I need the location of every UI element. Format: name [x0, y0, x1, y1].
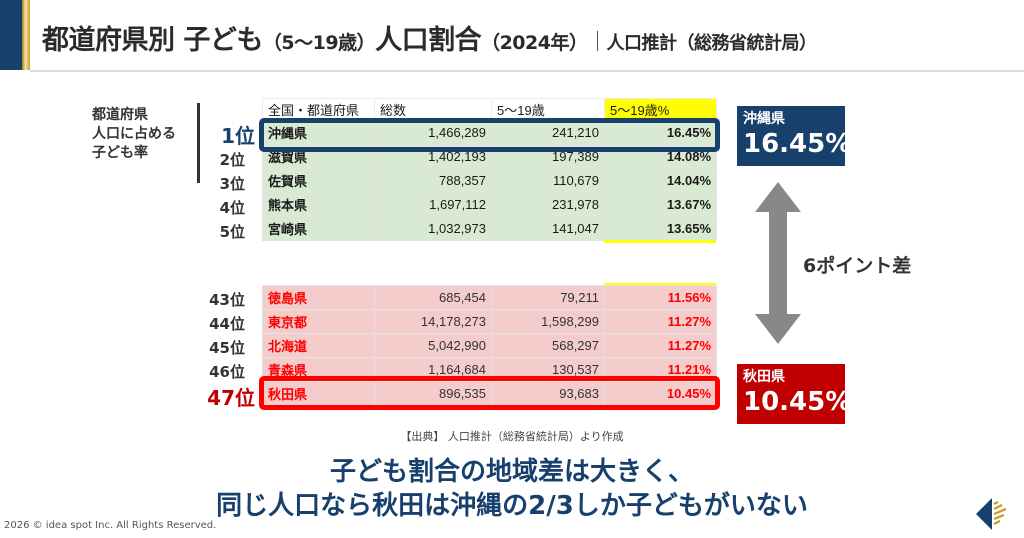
headline-line2: 同じ人口なら秋田は沖縄の2/3しか子どもがいない — [216, 491, 808, 521]
copyright: 2026 © idea spot Inc. All Rights Reserve… — [4, 520, 217, 531]
pref-cell: 北海道 — [262, 333, 375, 358]
youth-cell: 197,389 — [491, 144, 605, 169]
pct-cell: 11.27% — [604, 309, 717, 334]
pct-cell: 14.08% — [604, 144, 717, 169]
pref-cell: 宮崎県 — [262, 216, 375, 241]
source-note: 【出典】 人口推計（総務省統計局）より作成 — [400, 430, 624, 443]
bottom-stat-name: 秋田県 — [743, 369, 785, 385]
pref-cell: 熊本県 — [262, 192, 375, 217]
header-accent-gold — [22, 0, 30, 70]
top-stat-box: 沖縄県 16.45% — [737, 106, 852, 166]
table-row: 滋賀県 1,402,193 197,389 14.08% — [262, 144, 717, 169]
header-divider — [30, 70, 1024, 72]
total-cell: 788,357 — [374, 168, 492, 193]
table-row: 熊本県 1,697,112 231,978 13.67% — [262, 192, 717, 217]
pref-cell: 沖縄県 — [262, 120, 375, 145]
pref-cell: 佐賀県 — [262, 168, 375, 193]
column-header: 5～19歳 — [491, 98, 605, 121]
youth-cell: 79,211 — [491, 285, 605, 310]
rank-label: 3位 — [219, 175, 245, 193]
pct-cell: 10.45% — [604, 381, 717, 406]
youth-cell: 568,297 — [491, 333, 605, 358]
rank-label: 44位 — [209, 315, 245, 333]
youth-cell: 110,679 — [491, 168, 605, 193]
bottom-stat-box: 秋田県 10.45% — [737, 364, 852, 424]
difference-label: 6ポイント差 — [803, 255, 912, 277]
pct-cell: 11.27% — [604, 333, 717, 358]
youth-cell: 93,683 — [491, 381, 605, 406]
pref-cell: 東京都 — [262, 309, 375, 334]
headline-line1: 子ども割合の地域差は大きく、 — [329, 457, 694, 487]
label-divider — [197, 103, 200, 183]
table-row: 宮崎県 1,032,973 141,047 13.65% — [262, 216, 717, 241]
top-ranking-table: 全国・都道府県 総数 5～19歳 5～19歳% 沖縄県 1,466,289 24… — [262, 98, 717, 241]
table-header-row: 全国・都道府県 総数 5～19歳 5～19歳% — [262, 98, 717, 121]
youth-cell: 231,978 — [491, 192, 605, 217]
total-cell: 1,466,289 — [374, 120, 492, 145]
rank-label: 1位 — [221, 124, 255, 148]
double-arrow-icon — [755, 182, 801, 344]
title-main: 都道府県別 子ども — [42, 25, 263, 56]
rank-label: 4位 — [219, 199, 245, 217]
rank-label: 2位 — [219, 151, 245, 169]
pct-cell: 11.56% — [604, 285, 717, 310]
total-cell: 1,697,112 — [374, 192, 492, 217]
ranking-label: 都道府県 人口に占める 子ども率 — [92, 106, 176, 163]
youth-cell: 241,210 — [491, 120, 605, 145]
column-highlight-line — [604, 283, 716, 286]
youth-cell: 130,537 — [491, 357, 605, 382]
column-highlight-line — [604, 240, 716, 243]
total-cell: 685,454 — [374, 285, 492, 310]
rank-label: 43位 — [209, 291, 245, 309]
rank-label: 47位 — [207, 386, 255, 410]
pref-cell: 徳島県 — [262, 285, 375, 310]
rank-label: 45位 — [209, 339, 245, 357]
total-cell: 1,032,973 — [374, 216, 492, 241]
table-row: 北海道 5,042,990 568,297 11.27% — [262, 333, 717, 358]
ranking-label-line2: 人口に占める — [92, 126, 176, 142]
rank-label: 5位 — [219, 223, 245, 241]
pct-cell: 13.65% — [604, 216, 717, 241]
pref-cell: 青森県 — [262, 357, 375, 382]
bottom-ranking-table: 徳島県 685,454 79,211 11.56% 東京都 14,178,273… — [262, 285, 717, 406]
ranking-label-line3: 子ども率 — [92, 145, 148, 161]
slide-header: 都道府県別 子ども（5～19歳）人口割合（2024年） 人口推計（総務省統計局） — [0, 0, 1024, 72]
pct-cell: 16.45% — [604, 120, 717, 145]
ranking-label-line1: 都道府県 — [92, 107, 148, 123]
conclusion-headline: 子ども割合の地域差は大きく、 同じ人口なら秋田は沖縄の2/3しか子どもがいない — [0, 455, 1024, 523]
rank-label: 46位 — [209, 363, 245, 381]
column-header: 総数 — [374, 98, 492, 121]
total-cell: 896,535 — [374, 381, 492, 406]
pref-cell: 滋賀県 — [262, 144, 375, 169]
top-stat-name: 沖縄県 — [743, 111, 785, 127]
total-cell: 14,178,273 — [374, 309, 492, 334]
title-source: 人口推計（総務省統計局） — [606, 33, 817, 54]
pct-cell: 11.21% — [604, 357, 717, 382]
page-title: 都道府県別 子ども（5～19歳）人口割合（2024年） 人口推計（総務省統計局） — [42, 18, 817, 57]
title-age: （5～19歳） — [262, 32, 376, 54]
total-cell: 5,042,990 — [374, 333, 492, 358]
table-row: 秋田県 896,535 93,683 10.45% — [262, 381, 717, 406]
youth-cell: 141,047 — [491, 216, 605, 241]
header-accent-navy — [0, 0, 22, 70]
pct-cell: 14.04% — [604, 168, 717, 193]
youth-cell: 1,598,299 — [491, 309, 605, 334]
company-logo-icon — [976, 498, 1008, 530]
table-row: 佐賀県 788,357 110,679 14.04% — [262, 168, 717, 193]
table-row: 沖縄県 1,466,289 241,210 16.45% — [262, 120, 717, 145]
column-header: 5～19歳% — [604, 98, 717, 121]
bottom-stat-value: 10.45% — [743, 387, 852, 417]
pref-cell: 秋田県 — [262, 381, 375, 406]
table-row: 青森県 1,164,684 130,537 11.21% — [262, 357, 717, 382]
title-separator — [597, 31, 599, 51]
title-year: （2024年） — [481, 32, 588, 54]
top-stat-value: 16.45% — [743, 129, 852, 159]
total-cell: 1,164,684 — [374, 357, 492, 382]
column-header: 全国・都道府県 — [262, 98, 375, 121]
table-row: 徳島県 685,454 79,211 11.56% — [262, 285, 717, 310]
title-ratio: 人口割合 — [375, 25, 482, 56]
table-row: 東京都 14,178,273 1,598,299 11.27% — [262, 309, 717, 334]
pct-cell: 13.67% — [604, 192, 717, 217]
total-cell: 1,402,193 — [374, 144, 492, 169]
